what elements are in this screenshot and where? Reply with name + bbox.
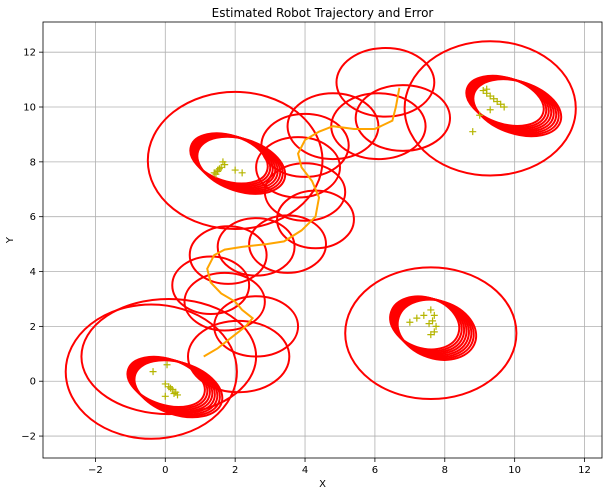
landmark-estimate-point [427, 331, 435, 339]
chart-title: Estimated Robot Trajectory and Error [212, 6, 434, 20]
landmark-estimate-point [476, 111, 484, 119]
uncertainty-ellipse [80, 297, 258, 416]
y-tick-label: 10 [23, 103, 36, 114]
x-tick-label: 2 [232, 465, 238, 476]
uncertainty-ellipse [171, 255, 251, 316]
uncertainty-ellipse [146, 90, 324, 231]
axes: −2 0 2 4 6 8 10 12 −2 0 2 4 6 8 10 12 [21, 21, 603, 476]
landmark-estimate-point [212, 170, 220, 178]
trajectory-line [203, 87, 401, 358]
y-tick-label: 2 [30, 322, 36, 333]
grid [43, 22, 602, 458]
landmark-ellipse [472, 78, 563, 138]
landmark-ellipse [133, 359, 224, 419]
x-axis-label: X [319, 479, 326, 490]
y-tick-label: 12 [23, 48, 36, 59]
landmark-estimate-point [219, 158, 227, 166]
landmark-estimate-point [163, 361, 171, 369]
landmark-estimate-point [430, 311, 438, 319]
landmark-estimate-point [486, 106, 494, 114]
x-tick-label: 6 [372, 465, 378, 476]
x-tick-label: 10 [508, 465, 521, 476]
axes-frame [42, 21, 603, 459]
landmark-estimate-point [161, 392, 169, 400]
landmark-estimate-point [432, 322, 440, 330]
landmark-estimate-point [427, 306, 435, 314]
uncertainty-ellipse [403, 40, 577, 177]
y-axis-label: Y [5, 236, 16, 244]
uncertainty-ellipse [335, 47, 436, 118]
landmark-estimate-point [231, 166, 239, 174]
x-tick-label: −2 [88, 465, 103, 476]
uncertainty-ellipse [354, 84, 452, 152]
landmark-ellipse [396, 298, 478, 361]
landmark-ellipse [196, 135, 287, 195]
plot-area [64, 40, 577, 440]
uncertainty-ellipse [344, 266, 518, 401]
uncertainty-ellipse [216, 217, 296, 277]
landmark-estimate-point [174, 391, 182, 399]
landmark-estimate-point [420, 311, 428, 319]
uncertainty-ellipse [183, 271, 266, 332]
y-tick-label: −2 [21, 432, 36, 443]
landmark-estimate-point [469, 128, 477, 136]
landmark-estimate-point [170, 390, 178, 398]
y-tick-label: 6 [30, 212, 36, 223]
uncertainty-ellipse [64, 303, 238, 440]
landmark-estimate-point [500, 103, 508, 111]
landmark-estimate-point [406, 318, 414, 326]
landmark-estimate-point [483, 85, 491, 93]
x-tick-label: 0 [162, 465, 168, 476]
landmark-estimate-point [413, 314, 421, 322]
x-tick-label: 12 [578, 465, 591, 476]
y-tick-label: 4 [30, 267, 36, 278]
y-tick-label: 8 [30, 157, 36, 168]
landmark-estimate-point [167, 384, 175, 392]
uncertainty-ellipse [255, 136, 341, 199]
x-tick-label: 4 [302, 465, 308, 476]
landmark-estimate-point [425, 320, 433, 328]
landmark-estimate-point [149, 368, 157, 376]
landmark-estimate-point [238, 169, 246, 177]
y-tick-label: 0 [30, 377, 36, 388]
x-tick-label: 8 [442, 465, 448, 476]
